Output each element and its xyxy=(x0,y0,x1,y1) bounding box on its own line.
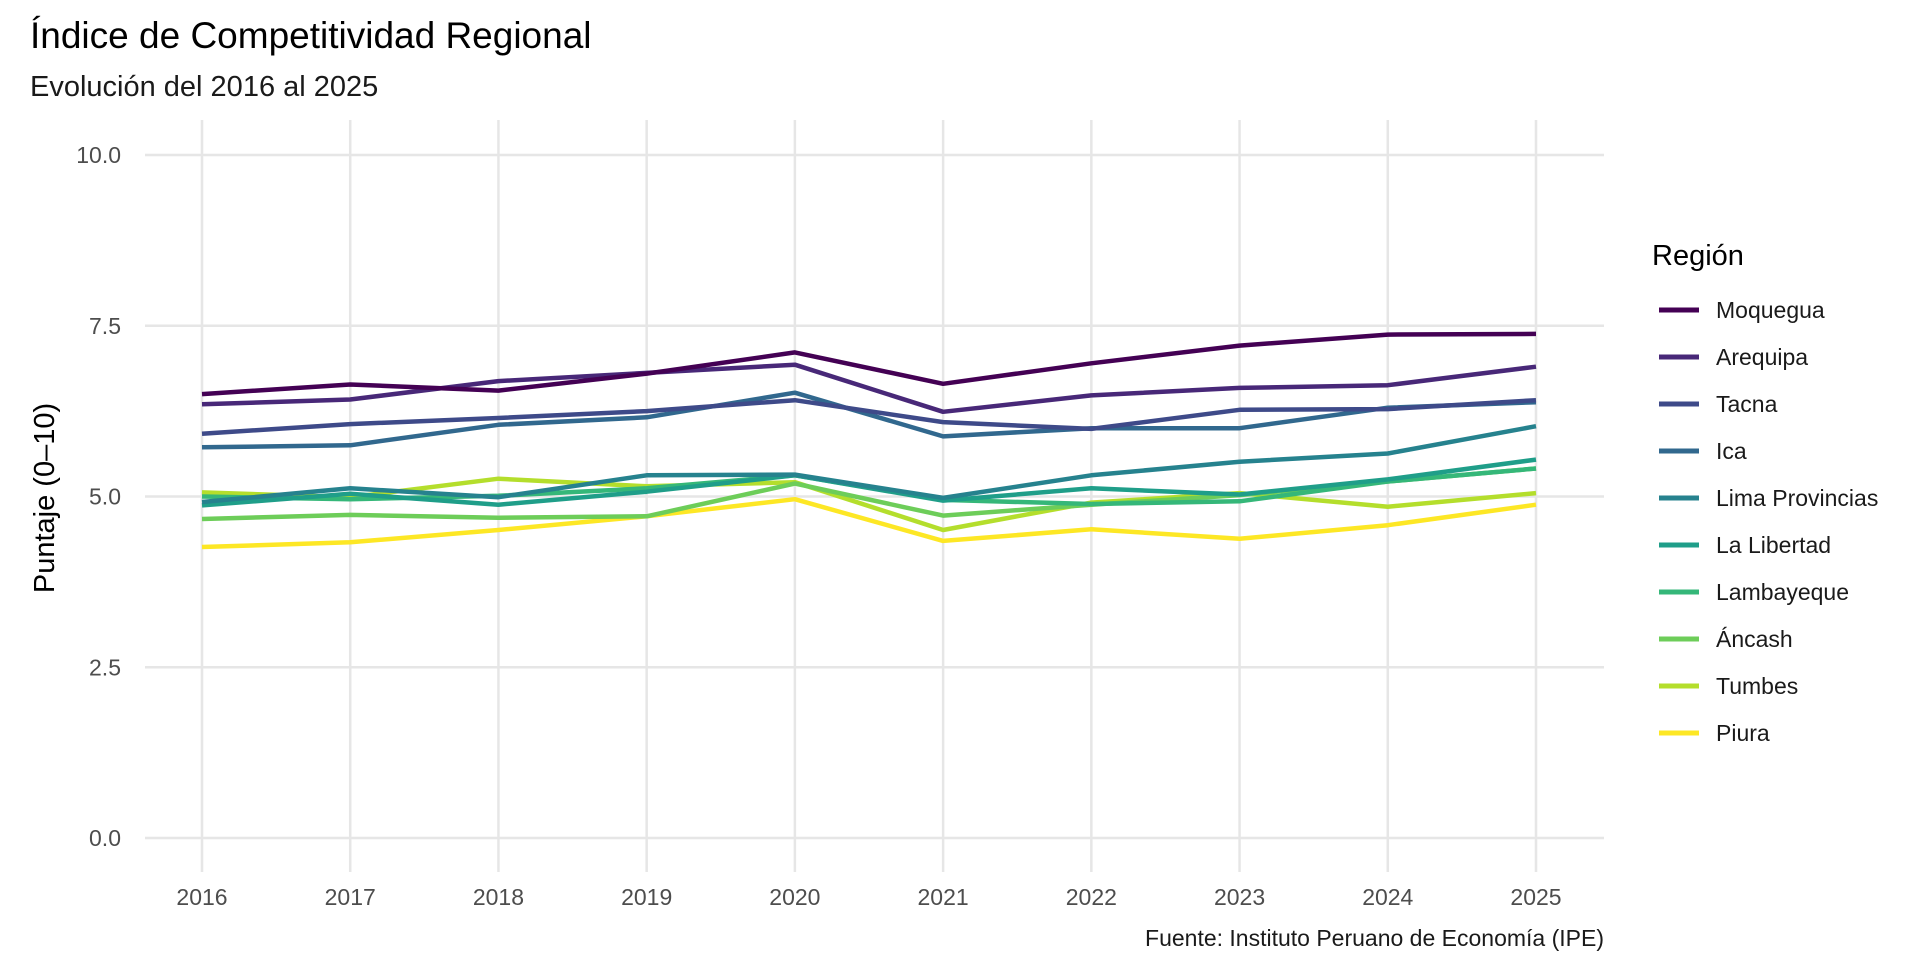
x-tick-label: 2016 xyxy=(176,884,227,910)
chart-title: Índice de Competitividad Regional xyxy=(30,15,592,56)
x-tick-label: 2023 xyxy=(1214,884,1265,910)
legend-label: Moquegua xyxy=(1716,297,1825,323)
y-tick-label: 10.0 xyxy=(76,142,121,168)
x-tick-label: 2022 xyxy=(1066,884,1117,910)
legend-label: Piura xyxy=(1716,720,1770,746)
legend-label: Tumbes xyxy=(1716,673,1798,699)
x-tick-label: 2025 xyxy=(1510,884,1561,910)
y-tick-label: 5.0 xyxy=(89,484,121,510)
legend-label: Tacna xyxy=(1716,391,1778,417)
x-tick-label: 2018 xyxy=(473,884,524,910)
legend-title: Región xyxy=(1652,240,1744,272)
y-tick-label: 7.5 xyxy=(89,313,121,339)
y-axis-ticks: 0.0 2.5 5.0 7.5 10.0 xyxy=(76,142,121,851)
legend-label: Lima Provincias xyxy=(1716,485,1878,511)
legend: Región Moquegua Arequipa Tacna Ica Lima Prov… xyxy=(1652,240,1878,746)
x-tick-label: 2020 xyxy=(769,884,820,910)
chart-subtitle: Evolución del 2016 al 2025 xyxy=(30,71,378,103)
y-tick-label: 0.0 xyxy=(89,825,121,851)
series-line-moquegua xyxy=(201,331,1537,397)
x-tick-label: 2019 xyxy=(621,884,672,910)
x-axis-ticks: 2016 2017 2018 2019 2020 2021 2022 2023 2024 2025 xyxy=(176,884,1561,910)
series-line-tacna xyxy=(201,397,1537,436)
series-line-arequipa xyxy=(201,362,1537,415)
series-line-ica xyxy=(201,390,1537,450)
series-lines xyxy=(201,331,1537,550)
series-line-ancash xyxy=(201,466,1537,522)
legend-label: La Libertad xyxy=(1716,532,1831,558)
legend-label: Arequipa xyxy=(1716,344,1808,370)
series-line-lima-provincias xyxy=(201,423,1537,505)
series-line-tumbes xyxy=(201,476,1537,533)
x-tick-label: 2017 xyxy=(325,884,376,910)
series-line-piura xyxy=(201,496,1537,550)
legend-label: Lambayeque xyxy=(1716,579,1849,605)
y-axis-title: Puntaje (0–10) xyxy=(29,403,61,593)
legend-label: Áncash xyxy=(1716,626,1793,652)
x-tick-label: 2024 xyxy=(1362,884,1413,910)
x-tick-label: 2021 xyxy=(918,884,969,910)
chart-caption: Fuente: Instituto Peruano de Economía (I… xyxy=(1145,925,1604,951)
y-tick-label: 2.5 xyxy=(89,654,121,680)
legend-label: Ica xyxy=(1716,438,1747,464)
legend-items: Moquegua Arequipa Tacna Ica Lima Provincias L… xyxy=(1659,297,1878,746)
